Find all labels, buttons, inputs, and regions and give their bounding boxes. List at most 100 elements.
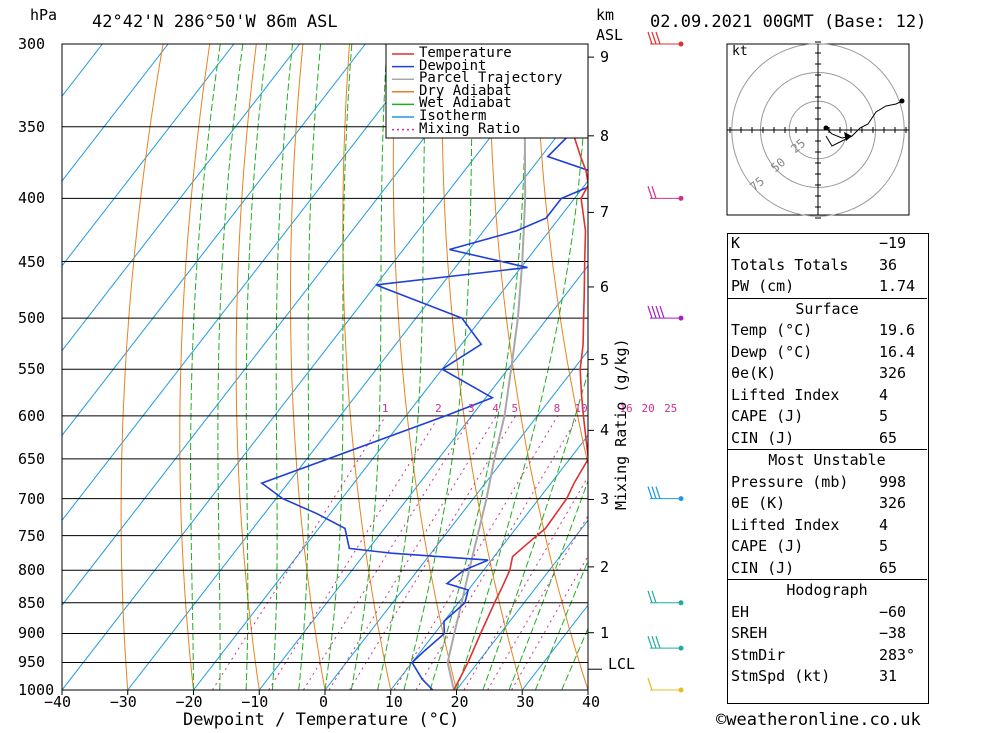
hodograph-unit-label: kt	[732, 44, 748, 59]
indices-value: 5	[878, 407, 888, 425]
wind-barb-flag	[647, 305, 653, 319]
temperature-tick-label: 30	[516, 693, 535, 711]
indices-row: StmSpd (kt) 31	[727, 666, 927, 688]
km-tick-label: 7	[600, 203, 610, 222]
lcl-label: LCL	[608, 655, 636, 673]
km-tick-label: 3	[600, 490, 610, 509]
wet-adiabat-line	[217, 44, 244, 690]
legend-label: Temperature	[419, 45, 512, 61]
indices-value: 4	[878, 385, 888, 404]
indices-key: Dewp (°C)	[731, 342, 813, 361]
wind-barb-flag	[651, 590, 657, 603]
mixing-ratio-label: 2	[435, 401, 442, 415]
wind-barb-flag	[647, 590, 653, 603]
wind-barb-flag	[659, 305, 665, 319]
indices-key: Lifted Index	[731, 385, 840, 404]
copyright-text: ©weatheronline.co.uk	[716, 710, 921, 730]
mixing-ratio-label: 25	[664, 401, 678, 415]
wind-barb-flag	[647, 635, 653, 649]
mixing-ratio-label: 1	[381, 401, 389, 415]
pressure-tick-label: 500	[18, 309, 46, 328]
indices-key: CAPE (J)	[731, 537, 804, 555]
wind-barb-dot	[678, 600, 684, 606]
dry-adiabat-line	[290, 44, 326, 690]
wind-barb-flag	[647, 677, 653, 691]
indices-row: Dewp (°C) 16.4	[727, 342, 927, 364]
location-title: 42°42'N 286°50'W 86m ASL	[92, 12, 338, 32]
dry-adiabat-line	[488, 44, 588, 690]
wind-barb-flag	[647, 186, 653, 199]
wind-barb-flag	[647, 31, 653, 45]
wind-barb-flag	[655, 31, 661, 45]
temperature-tick-label: −30	[109, 693, 137, 711]
pressure-tick-label: 700	[18, 489, 46, 508]
indices-key: PW (cm)	[731, 277, 795, 295]
wind-barb-dot	[678, 687, 684, 693]
hodograph-trace	[825, 100, 903, 139]
indices-value: 5	[878, 537, 888, 555]
isotherm-line	[62, 44, 235, 267]
mixing-ratio-label: 4	[492, 401, 499, 415]
pressure-tick-label: 650	[18, 449, 46, 468]
isotherm-line	[456, 519, 588, 690]
isotherm-line	[62, 44, 169, 182]
mixing-ratio-line	[511, 555, 588, 690]
temperature-tick-label: 0	[319, 693, 329, 711]
indices-key: Totals Totals	[731, 255, 849, 274]
pressure-tick-label: 850	[18, 593, 46, 612]
indices-row: SREH −38	[727, 623, 927, 645]
indices-frame	[727, 233, 929, 704]
isotherm-line	[324, 349, 588, 690]
isotherm-line	[62, 44, 498, 606]
pressure-tick-label: 300	[18, 35, 46, 53]
wind-barb-dot	[678, 41, 684, 47]
isotherm-line	[62, 44, 366, 437]
temperature-tick-label: 10	[384, 693, 403, 711]
indices-row: Lifted Index 4	[727, 385, 927, 407]
wind-barb-flag	[651, 635, 657, 649]
legend-label: Dry Adiabat	[419, 82, 512, 99]
temperature-tick-label: 20	[450, 693, 469, 711]
wind-barb-flag	[655, 486, 661, 499]
pressure-tick-label: 950	[18, 653, 46, 672]
indices-key: θe(K)	[731, 364, 777, 382]
mixing-ratio-label: 10	[574, 401, 588, 415]
indices-section-header: Most Unstable	[727, 449, 927, 472]
isotherm-line	[258, 264, 588, 690]
isotherm-line	[390, 434, 588, 690]
indices-key: SREH	[731, 624, 768, 642]
wind-barb-dot	[678, 496, 684, 502]
wind-barb-dot	[678, 195, 684, 201]
wet-adiabat-line	[245, 44, 268, 690]
km-tick-label: 1	[600, 623, 610, 642]
km-tick-label: 6	[600, 277, 610, 296]
indices-section-header: Surface	[727, 297, 927, 320]
indices-value: 283°	[878, 645, 916, 664]
temperature-line	[453, 44, 588, 690]
indices-row: CIN (J) 65	[727, 558, 927, 580]
temperature-tick-label: 40	[582, 693, 601, 711]
indices-section-title: Most Unstable	[727, 449, 927, 472]
temperature-tick-label: −10	[241, 693, 269, 711]
indices-row: CAPE (J) 5	[727, 406, 927, 428]
pressure-tick-label: 450	[18, 252, 46, 271]
indices-section-header: Hodograph	[727, 579, 927, 602]
pressure-tick-label: 600	[18, 406, 46, 425]
asl-label: ASL	[596, 26, 624, 44]
hodograph-start-point	[823, 125, 829, 131]
indices-key: StmSpd (kt)	[731, 667, 831, 685]
isotherm-line	[62, 44, 564, 690]
indices-key: Lifted Index	[731, 515, 840, 534]
wet-adiabat-line	[534, 559, 588, 690]
dewpoint-line	[260, 108, 588, 690]
indices-row: CAPE (J) 5	[727, 536, 927, 558]
indices-value: 19.6	[878, 321, 916, 339]
hodograph-end-point	[899, 98, 905, 104]
indices-value: 326	[878, 494, 907, 512]
indices-section-title: Surface	[727, 297, 927, 320]
dry-adiabat-line	[342, 44, 392, 690]
isotherm-line	[62, 44, 301, 352]
storm-motion-vector	[825, 135, 853, 147]
indices-value: −19	[878, 234, 907, 252]
